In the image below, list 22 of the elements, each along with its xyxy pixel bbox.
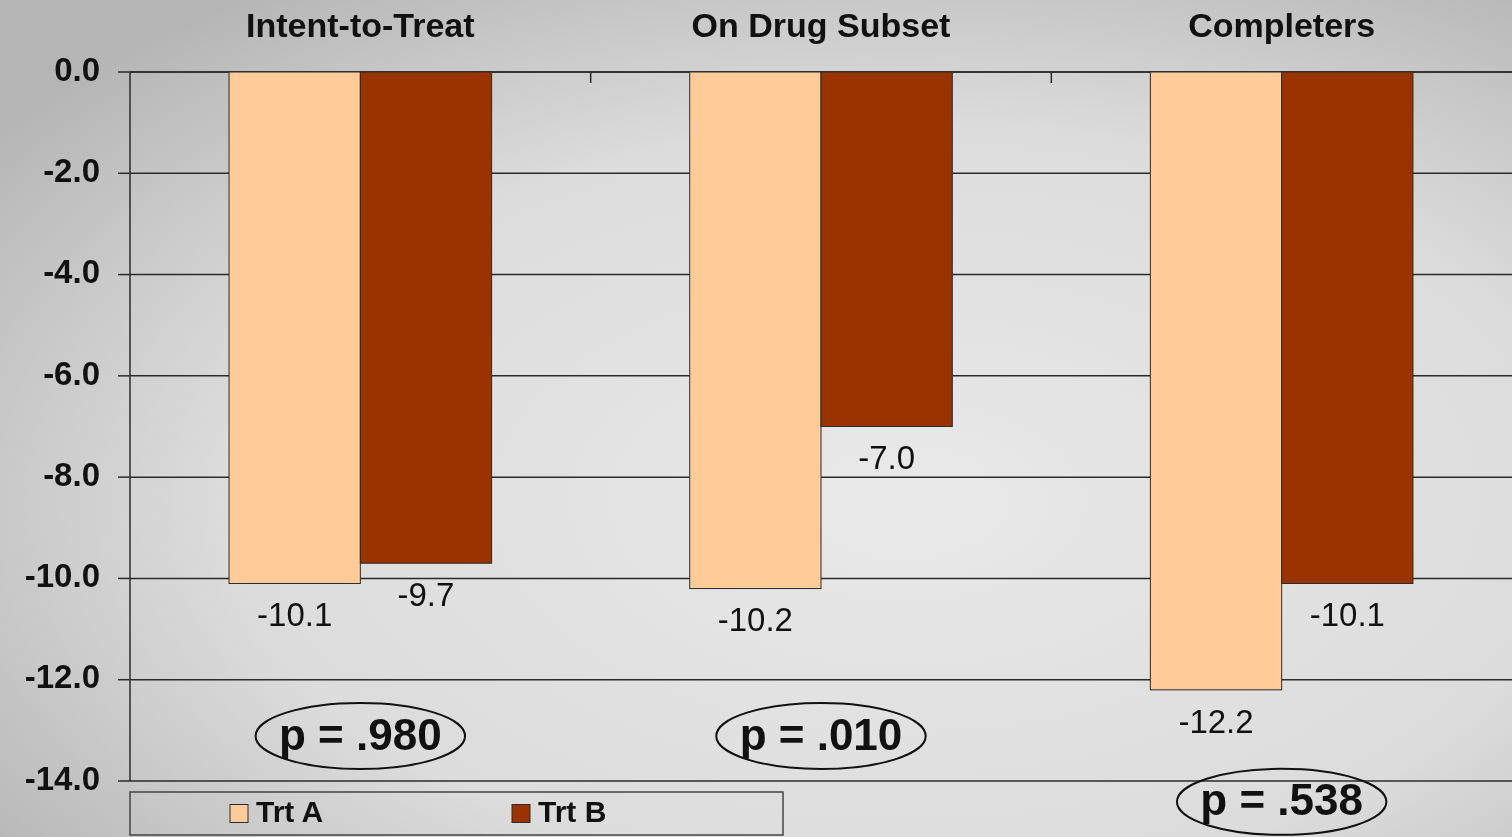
data-label: -12.2: [1178, 702, 1254, 740]
data-label: -9.7: [397, 575, 455, 613]
data-label: -7.0: [858, 439, 916, 477]
annotation: p = .980: [279, 709, 442, 759]
y-tick-label: -14.0: [24, 759, 100, 797]
y-tick-label: -10.0: [24, 557, 100, 595]
y-tick-label: -6.0: [43, 354, 100, 392]
data-label: -10.1: [257, 596, 333, 634]
x-tick-label: Intent-to-Treat: [246, 5, 475, 44]
y-tick-label: -12.0: [24, 658, 100, 696]
x-tick-label: Completers: [1188, 5, 1376, 44]
data-label: -10.2: [717, 601, 793, 639]
legend-label: Trt B: [538, 795, 607, 829]
data-label: -10.1: [1309, 596, 1385, 634]
legend-label: Trt A: [256, 795, 324, 829]
y-tick-label: -8.0: [43, 455, 100, 493]
y-tick-label: -2.0: [43, 152, 100, 189]
y-tick-label: -4.0: [43, 253, 100, 291]
x-tick-label: On Drug Subset: [691, 5, 951, 44]
annotation: p = .010: [739, 709, 903, 759]
annotation: p = .538: [1200, 775, 1363, 825]
y-tick-label: 0.0: [54, 50, 100, 88]
